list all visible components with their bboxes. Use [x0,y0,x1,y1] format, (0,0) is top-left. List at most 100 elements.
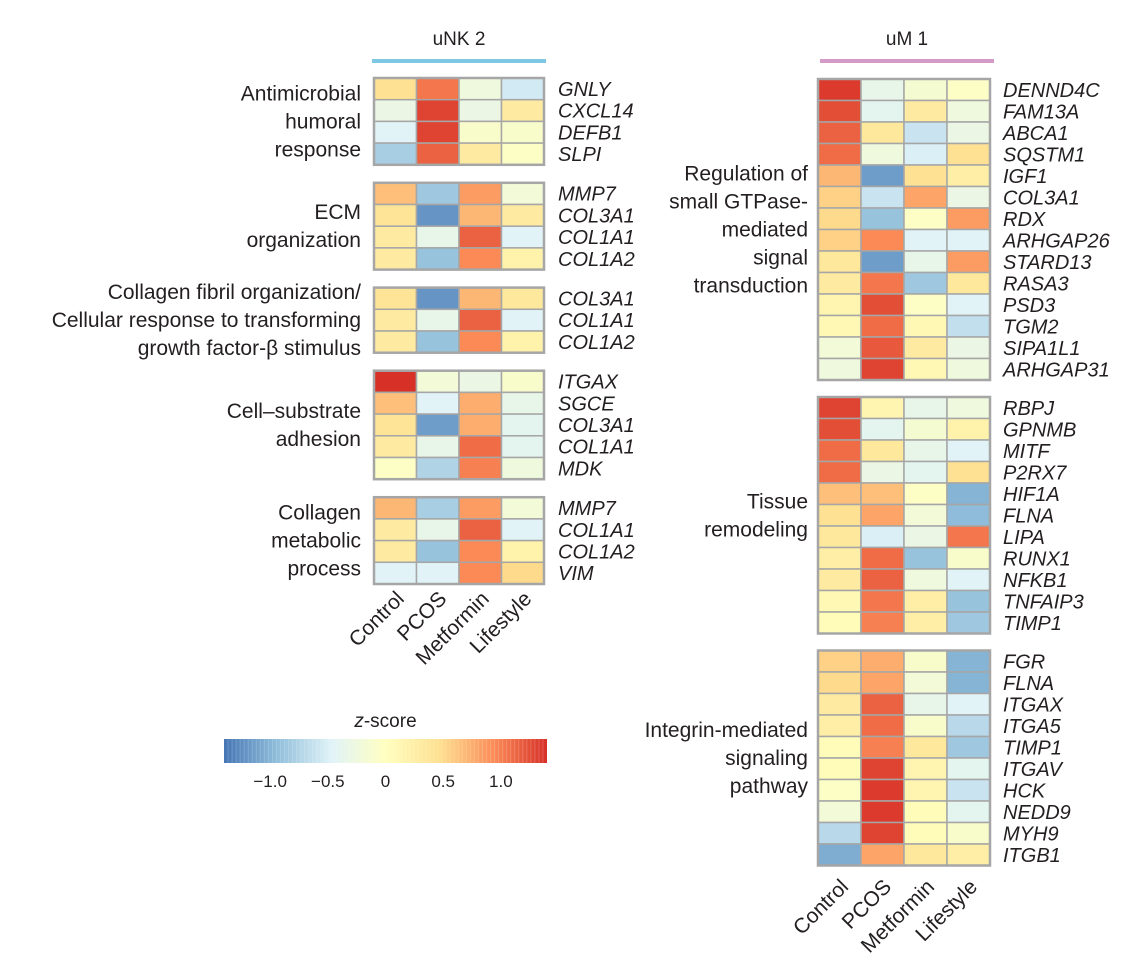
heatmap-cell [860,503,905,527]
heatmap-cell [817,821,862,845]
heatmap-cell [817,692,862,716]
heatmap-cell [415,203,460,227]
heatmap-cell [903,460,948,484]
heatmap-cell [903,271,948,295]
heatmap-cell [373,247,418,271]
heatmap-cell [415,330,460,354]
heatmap-cell [500,77,545,101]
heatmap-cell [415,561,460,585]
heatmap-cell [415,142,460,166]
heatmap-cell [946,228,991,252]
heatmap-cell [946,778,991,802]
heatmap-cell [903,357,948,381]
gene-label: RBPJ [1003,398,1055,420]
colorbar-tick-label: 0.5 [431,772,455,791]
heatmap-cell [903,185,948,209]
gene-label: FAM13A [1003,101,1079,123]
heatmap-cell [946,482,991,506]
gene-label: ITGAX [1003,694,1064,716]
colorbar-tick-label: −1.0 [253,772,287,791]
heatmap-cell [817,671,862,695]
heatmap-cell [946,78,991,102]
heatmap-cell [860,396,905,420]
heatmap-cell [946,611,991,635]
heatmap-cell [415,496,460,520]
group-label: metabolic [271,530,361,553]
gene-label: COL1A2 [558,541,635,563]
heatmap-cell [860,611,905,635]
heatmap-cell [817,293,862,317]
heatmap-cell [946,99,991,123]
heatmap-cell [500,496,545,520]
gene-label: TIMP1 [1003,737,1062,759]
heatmap-cell [903,314,948,338]
gene-label: COL1A1 [558,310,635,332]
gene-label: NFKB1 [1003,570,1067,592]
group-label: process [287,558,361,581]
heatmap-cell [946,589,991,613]
group-label: mediated [722,219,808,242]
heatmap-cell [817,778,862,802]
group-label: response [275,138,361,161]
heatmap-cell [500,120,545,144]
heatmap-cell [500,308,545,332]
heatmap-cell [860,314,905,338]
heatmap-cell [817,800,862,824]
gene-label: P2RX7 [1003,462,1067,484]
heatmap-cell [860,460,905,484]
gene-label: FGR [1003,651,1045,673]
heatmap-cell [817,439,862,463]
heatmap-cell [903,503,948,527]
heatmap-cell [903,78,948,102]
heatmap-cell [946,417,991,441]
heatmap-cell [415,308,460,332]
heatmap-cell [860,649,905,673]
heatmap-cell [458,247,503,271]
heatmap-cell [817,164,862,188]
heatmap-cell [903,757,948,781]
gene-label: VIM [558,563,594,585]
group-label: Tissue [747,490,808,513]
group-label: transduction [694,275,808,298]
heatmap-cell [415,518,460,542]
gene-label: MYH9 [1003,823,1059,845]
heatmap-cell [415,120,460,144]
heatmap-cell [500,435,545,459]
group-frame [372,76,546,167]
colorbar-tick-label: 0 [381,772,390,791]
heatmap-cell [458,330,503,354]
heatmap-cell [415,369,460,394]
heatmap-cell [946,546,991,570]
heatmap-cell [946,314,991,338]
colorbar-tick-label: 1.0 [489,772,513,791]
heatmap-cell [500,561,545,585]
heatmap-cell [458,539,503,564]
heatmap-cell [946,439,991,463]
group-label: remodeling [704,518,808,541]
group-frame [372,181,546,271]
heatmap-cell [817,589,862,613]
heatmap-cell [946,164,991,188]
heatmap-cell [458,142,503,166]
heatmap-cell [946,460,991,484]
heatmap-cell [415,182,460,206]
heatmap-cell [817,714,862,738]
gene-label: SLPI [558,144,602,166]
heatmap-cell [415,77,460,101]
heatmap-cell [373,369,418,394]
heatmap-cell [860,293,905,317]
gene-label: MMP7 [558,184,617,206]
heatmap-cell [415,391,460,415]
gene-label: COL3A1 [558,205,635,227]
heatmap-cell [860,207,905,231]
group-frame [372,495,546,586]
heatmap-cell [946,735,991,759]
gene-label: HCK [1003,780,1047,802]
heatmap-cell [415,286,460,311]
colorbar-tick-label: −0.5 [311,772,345,791]
heatmap-cell [860,439,905,463]
heatmap-cell [860,800,905,824]
group-label: humoral [285,110,361,133]
heatmap-cell [946,142,991,166]
heatmap-cell [817,207,862,231]
